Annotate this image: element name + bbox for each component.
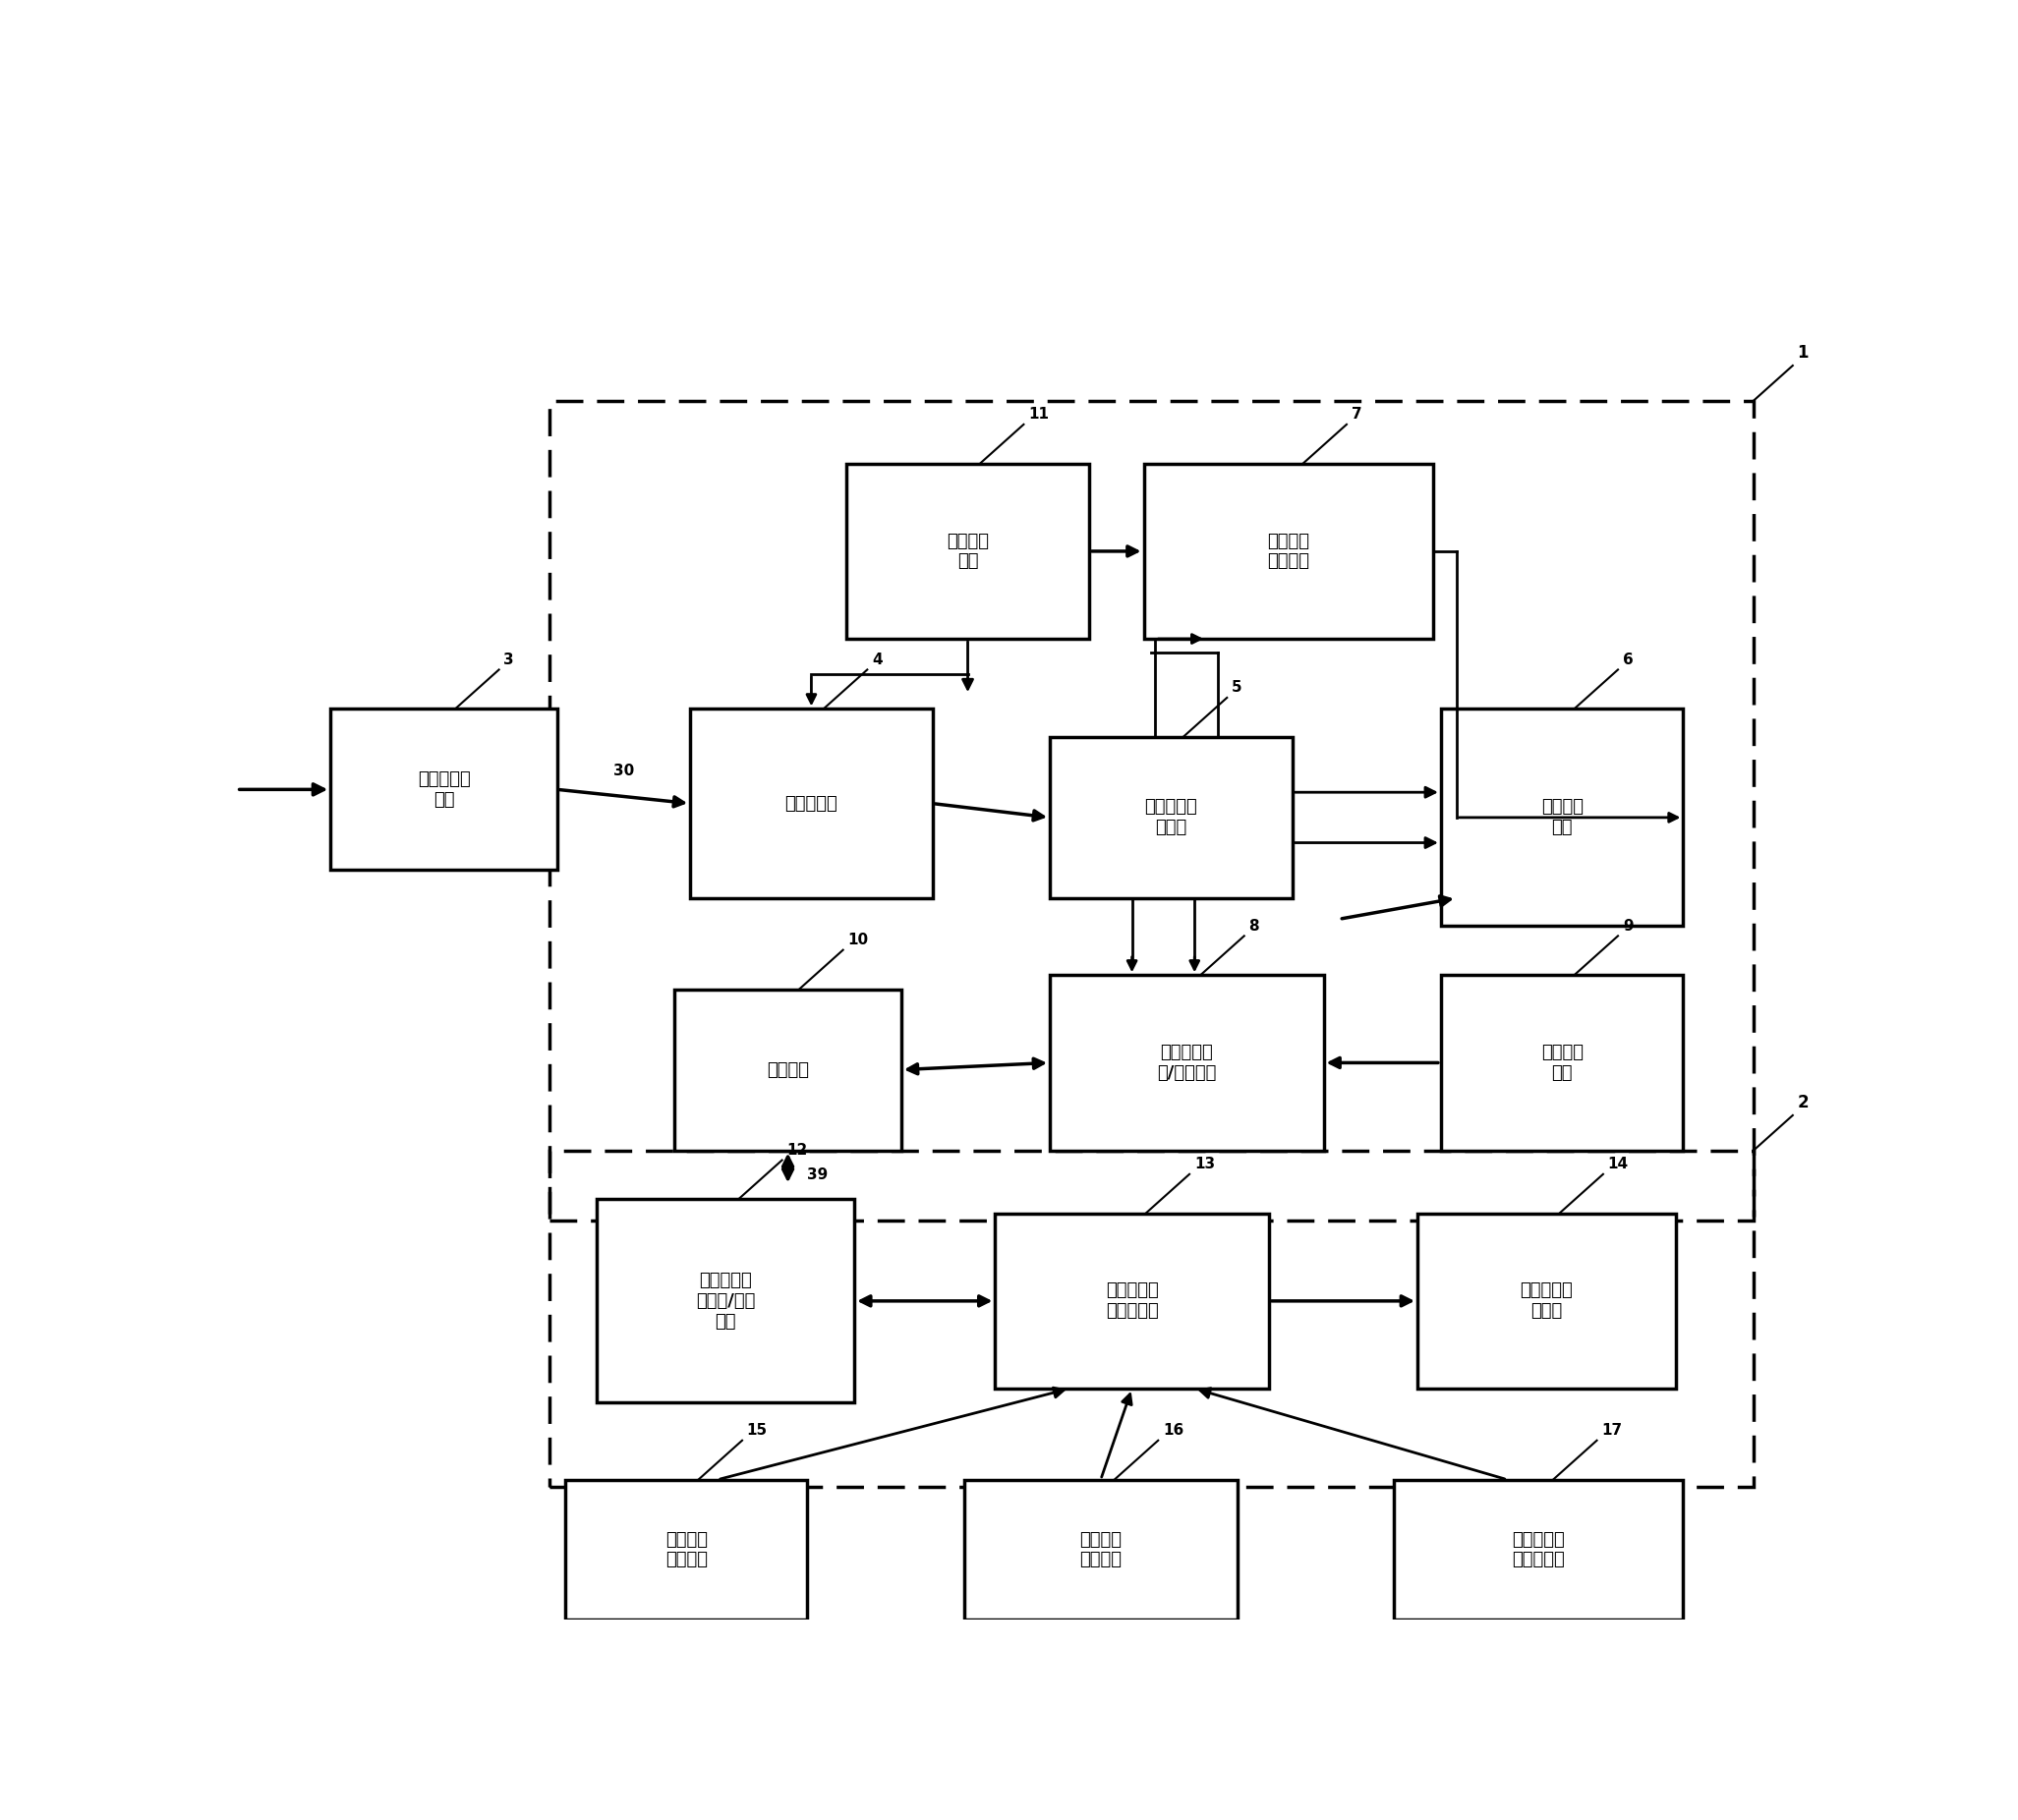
Bar — [549, 1150, 1754, 1487]
Bar — [674, 990, 902, 1150]
Text: 终端信号处
理模块: 终端信号处 理模块 — [1144, 799, 1197, 837]
Text: 5: 5 — [1231, 681, 1243, 695]
Text: 终端数据融
合/解算模块: 终端数据融 合/解算模块 — [1156, 1043, 1217, 1081]
Text: 17: 17 — [1602, 1423, 1622, 1438]
Bar — [1417, 1214, 1675, 1389]
Text: 1: 1 — [1798, 344, 1808, 362]
Text: 9: 9 — [1622, 919, 1633, 934]
Bar — [690, 708, 932, 897]
Text: 终端信息
模块: 终端信息 模块 — [1542, 1043, 1584, 1081]
Bar — [1049, 976, 1324, 1150]
Bar — [1441, 708, 1683, 926]
Text: 16: 16 — [1162, 1423, 1185, 1438]
Bar — [848, 464, 1090, 639]
Text: 15: 15 — [747, 1423, 767, 1438]
Bar — [1394, 1480, 1683, 1620]
Text: 2: 2 — [1798, 1094, 1808, 1110]
Bar — [1049, 737, 1292, 897]
Text: 12: 12 — [787, 1143, 807, 1158]
Bar — [995, 1214, 1269, 1389]
Text: 8: 8 — [1249, 919, 1259, 934]
Text: 服务器端信
号处理模块: 服务器端信 号处理模块 — [1106, 1281, 1158, 1320]
Text: 3: 3 — [504, 652, 515, 666]
Text: 6: 6 — [1622, 652, 1633, 666]
Text: 通讯模块: 通讯模块 — [767, 1061, 809, 1079]
Text: 13: 13 — [1195, 1158, 1215, 1172]
Bar — [597, 1199, 854, 1403]
Text: 4: 4 — [872, 652, 882, 666]
Text: 39: 39 — [807, 1167, 827, 1183]
Text: 11: 11 — [1029, 408, 1049, 422]
Text: 终端校准
模块: 终端校准 模块 — [946, 531, 989, 570]
Text: 30: 30 — [613, 764, 634, 779]
Text: 服务器端数
据融合/解算
模块: 服务器端数 据融合/解算 模块 — [696, 1272, 755, 1330]
Text: 14: 14 — [1608, 1158, 1629, 1172]
Text: 10: 10 — [848, 932, 868, 946]
Bar — [331, 708, 557, 870]
Text: 终端显示
模块: 终端显示 模块 — [1542, 799, 1584, 837]
Bar — [549, 400, 1754, 1221]
Text: 服务器端数
据储存模块: 服务器端数 据储存模块 — [1511, 1531, 1566, 1569]
Text: 预处理模块: 预处理模块 — [785, 795, 837, 812]
Bar — [1441, 976, 1683, 1150]
Bar — [965, 1480, 1237, 1620]
Bar — [565, 1480, 807, 1620]
Text: 终端数据
储存模块: 终端数据 储存模块 — [1267, 531, 1310, 570]
Text: 地理信息
系统模块: 地理信息 系统模块 — [1080, 1531, 1122, 1569]
Text: 声信号采集
模块: 声信号采集 模块 — [418, 770, 470, 808]
Text: 服务器端显
示模块: 服务器端显 示模块 — [1520, 1281, 1572, 1320]
Bar — [1144, 464, 1433, 639]
Text: 服务器端
校准模块: 服务器端 校准模块 — [666, 1531, 708, 1569]
Text: 7: 7 — [1352, 408, 1362, 422]
